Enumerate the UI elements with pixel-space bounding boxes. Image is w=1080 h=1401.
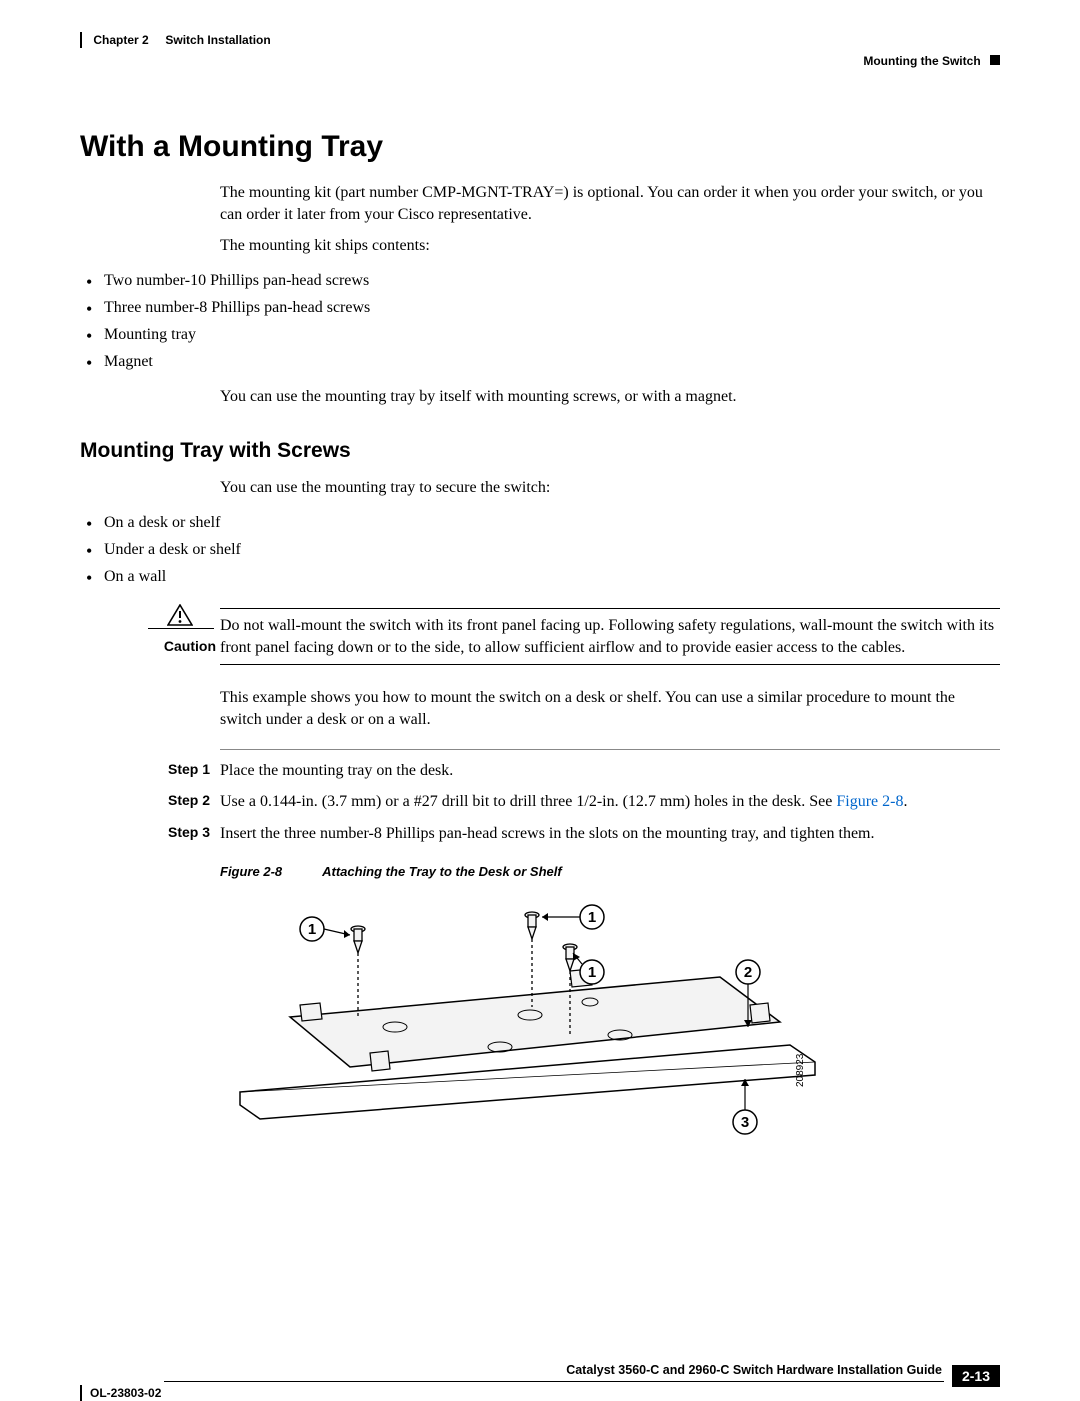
- list-item: Magnet: [80, 348, 1000, 375]
- figure-link[interactable]: Figure 2-8: [836, 793, 903, 810]
- subsection-title: Mounting Tray with Screws: [80, 439, 1000, 463]
- caution-block: Caution Do not wall-mount the switch wit…: [80, 608, 1000, 665]
- caution-label: Caution: [140, 638, 216, 654]
- step-row: Step 3 Insert the three number-8 Phillip…: [80, 823, 1000, 845]
- figure-art-id: 208923: [795, 1054, 806, 1088]
- figure-label: Figure 2-8: [220, 864, 282, 879]
- screw-icon: [351, 926, 365, 1017]
- chapter-label: Chapter 2: [93, 33, 148, 47]
- list-item: Two number-10 Phillips pan-head screws: [80, 267, 1000, 294]
- step-text-post: .: [903, 793, 907, 810]
- callout-1b: 1: [588, 909, 596, 926]
- list-item: Mounting tray: [80, 321, 1000, 348]
- step-text-pre: Use a 0.144-in. (3.7 mm) or a #27 drill …: [220, 793, 836, 810]
- footer-page-number: 2-13: [952, 1365, 1000, 1387]
- figure-diagram: 1 1 1 2 3: [220, 887, 1000, 1152]
- section-marker-icon: [990, 55, 1000, 65]
- kit-contents-list: Two number-10 Phillips pan-head screws T…: [80, 267, 1000, 376]
- intro-paragraph-1: The mounting kit (part number CMP-MGNT-T…: [220, 182, 1000, 225]
- section-line: Mounting the Switch: [863, 54, 1000, 68]
- step-label: Step 1: [80, 760, 220, 782]
- chapter-line: Chapter 2 Switch Installation: [80, 32, 271, 48]
- list-item: Three number-8 Phillips pan-head screws: [80, 294, 1000, 321]
- footer-doc-id: OL-23803-02: [80, 1385, 161, 1401]
- section-title: Mounting the Switch: [863, 54, 980, 68]
- intro-paragraph-2: The mounting kit ships contents:: [220, 235, 1000, 257]
- page-header: Chapter 2 Switch Installation Mounting t…: [80, 30, 1000, 80]
- callout-3: 3: [741, 1114, 749, 1131]
- footer-guide-title: Catalyst 3560-C and 2960-C Switch Hardwa…: [566, 1363, 942, 1377]
- chapter-title: Switch Installation: [165, 33, 270, 47]
- list-item: Under a desk or shelf: [80, 536, 1000, 563]
- callout-1a: 1: [308, 921, 316, 938]
- step-label: Step 2: [80, 791, 220, 813]
- caution-icon: [165, 604, 195, 631]
- caution-text: Do not wall-mount the switch with its fr…: [220, 615, 1000, 658]
- list-item: On a wall: [80, 563, 1000, 590]
- step-text: Insert the three number-8 Phillips pan-h…: [220, 823, 1000, 845]
- step-row: Step 2 Use a 0.144-in. (3.7 mm) or a #27…: [80, 791, 1000, 813]
- sub-paragraph-1: You can use the mounting tray to secure …: [220, 477, 1000, 499]
- screw-icon: [525, 912, 539, 1007]
- figure-title: Attaching the Tray to the Desk or Shelf: [322, 864, 562, 879]
- step-label: Step 3: [80, 823, 220, 845]
- figure-caption: Figure 2-8 Attaching the Tray to the Desk…: [220, 864, 1000, 879]
- list-item: On a desk or shelf: [80, 509, 1000, 536]
- callout-2: 2: [744, 964, 752, 981]
- example-paragraph: This example shows you how to mount the …: [220, 687, 1000, 730]
- step-row: Step 1 Place the mounting tray on the de…: [80, 760, 1000, 782]
- locations-list: On a desk or shelf Under a desk or shelf…: [80, 509, 1000, 591]
- intro-paragraph-3: You can use the mounting tray by itself …: [220, 386, 1000, 408]
- step-text: Place the mounting tray on the desk.: [220, 760, 1000, 782]
- steps-rule: [220, 749, 1000, 750]
- callout-1c: 1: [588, 964, 596, 981]
- step-text: Use a 0.144-in. (3.7 mm) or a #27 drill …: [220, 791, 1000, 813]
- footer-doc-id-text: OL-23803-02: [90, 1386, 161, 1400]
- page-title: With a Mounting Tray: [80, 130, 1000, 164]
